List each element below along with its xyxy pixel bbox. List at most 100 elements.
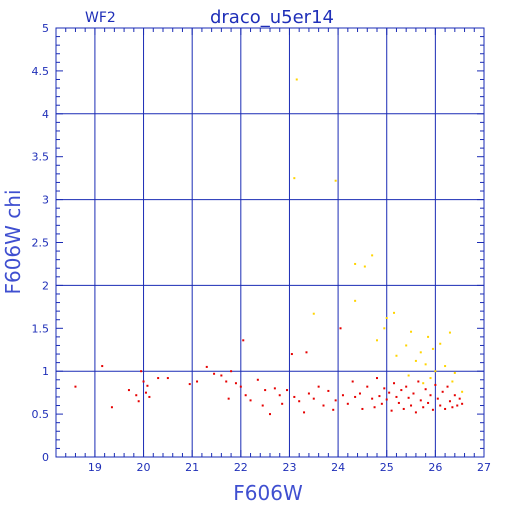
red-data-point [281,402,284,405]
axes [55,27,485,458]
red-data-point [385,398,388,401]
yellow-data-point [424,363,427,366]
yellow-data-point [431,347,434,350]
red-data-point [213,372,216,375]
red-data-point [278,394,281,397]
red-data-point [234,382,237,385]
yellow-data-point [393,311,396,314]
red-data-point [427,401,430,404]
x-tick-label: 24 [331,461,345,474]
x-tick-label: 20 [137,461,151,474]
red-data-point [378,395,381,398]
chart-title: draco_u5er14 [210,7,334,28]
red-data-point [446,385,449,388]
yellow-data-point [383,327,386,330]
red-data-point [101,365,104,368]
red-data-point [230,370,233,373]
red-data-point [354,395,357,398]
red-data-point [157,377,160,380]
yellow-data-point [451,380,454,383]
red-data-point [395,395,398,398]
red-data-point [407,396,410,399]
red-data-point [127,389,130,392]
red-data-point [332,408,335,411]
red-data-point [110,406,113,409]
y-tick-label: 0.5 [32,408,50,421]
red-data-point [135,394,138,397]
red-data-point [305,351,308,354]
y-tick-label: 3.5 [32,151,50,164]
red-data-point [358,392,361,395]
red-data-point [405,385,408,388]
yellow-data-point [405,344,408,347]
yellow-data-point [414,359,417,362]
yellow-data-point [434,370,437,373]
red-data-point [402,407,405,410]
red-data-point [142,380,145,383]
red-data-point [137,400,140,403]
red-data-point [307,392,310,395]
yellow-data-point [376,339,378,342]
red-data-point [393,382,396,385]
x-axis-label: F606W [233,481,303,505]
y-tick-label: 4 [42,108,49,121]
chart-subtitle: WF2 [85,10,116,26]
red-data-point [417,380,420,383]
red-data-point [419,399,422,402]
red-data-point [434,383,437,386]
red-data-point [317,385,320,388]
yellow-data-point [427,335,430,338]
yellow-data-point [363,265,366,268]
tick-labels: 19 20 21 22 23 24 25 26 27 0 0.5 1 1.5 2 2.5 3 3.5 4 4.5 5 [32,22,492,474]
red-data-point [371,397,374,400]
red-data-point [424,388,427,391]
red-data-point [146,384,149,387]
red-data-point [249,399,252,402]
red-data-point [244,394,247,397]
red-data-point [269,413,271,416]
red-data-point [339,327,342,330]
red-data-point [376,377,378,380]
y-tick-label: 2 [42,279,49,292]
x-tick-label: 23 [282,461,296,474]
yellow-data-point [354,262,357,265]
x-tick-label: 26 [428,461,442,474]
red-data-point [298,400,301,403]
red-data-point [453,394,456,397]
red-data-point [373,406,376,409]
red-data-point [225,380,228,383]
red-data-point [144,391,147,394]
red-data-point [456,404,459,407]
y-tick-label: 3 [42,194,49,207]
red-data-point [351,380,354,383]
red-data-point [458,397,461,400]
yellow-data-point [453,371,456,374]
red-data-point [414,411,417,414]
y-tick-label: 0 [42,451,49,464]
red-data-point [444,407,447,410]
red-data-point [293,395,296,398]
red-data-point [166,377,169,380]
y-tick-label: 5 [42,22,49,35]
red-data-point [346,402,349,405]
red-data-point [397,401,400,404]
red-data-point [410,404,413,407]
yellow-data-point [395,354,398,357]
yellow-data-point [439,342,442,345]
red-data-point [448,400,451,403]
red-data-point [431,408,434,411]
red-data-point [429,394,432,397]
red-data-point [264,389,267,392]
x-tick-label: 21 [185,461,199,474]
x-tick-label: 25 [380,461,394,474]
yellow-data-point [461,390,464,393]
red-data-point [412,392,415,395]
red-data-point [140,370,143,373]
red-data-point [286,389,289,392]
red-data-point [205,365,208,368]
red-data-point [341,394,344,397]
red-data-point [334,399,337,402]
yellow-data-point [371,254,374,257]
red-data-point [261,404,264,407]
